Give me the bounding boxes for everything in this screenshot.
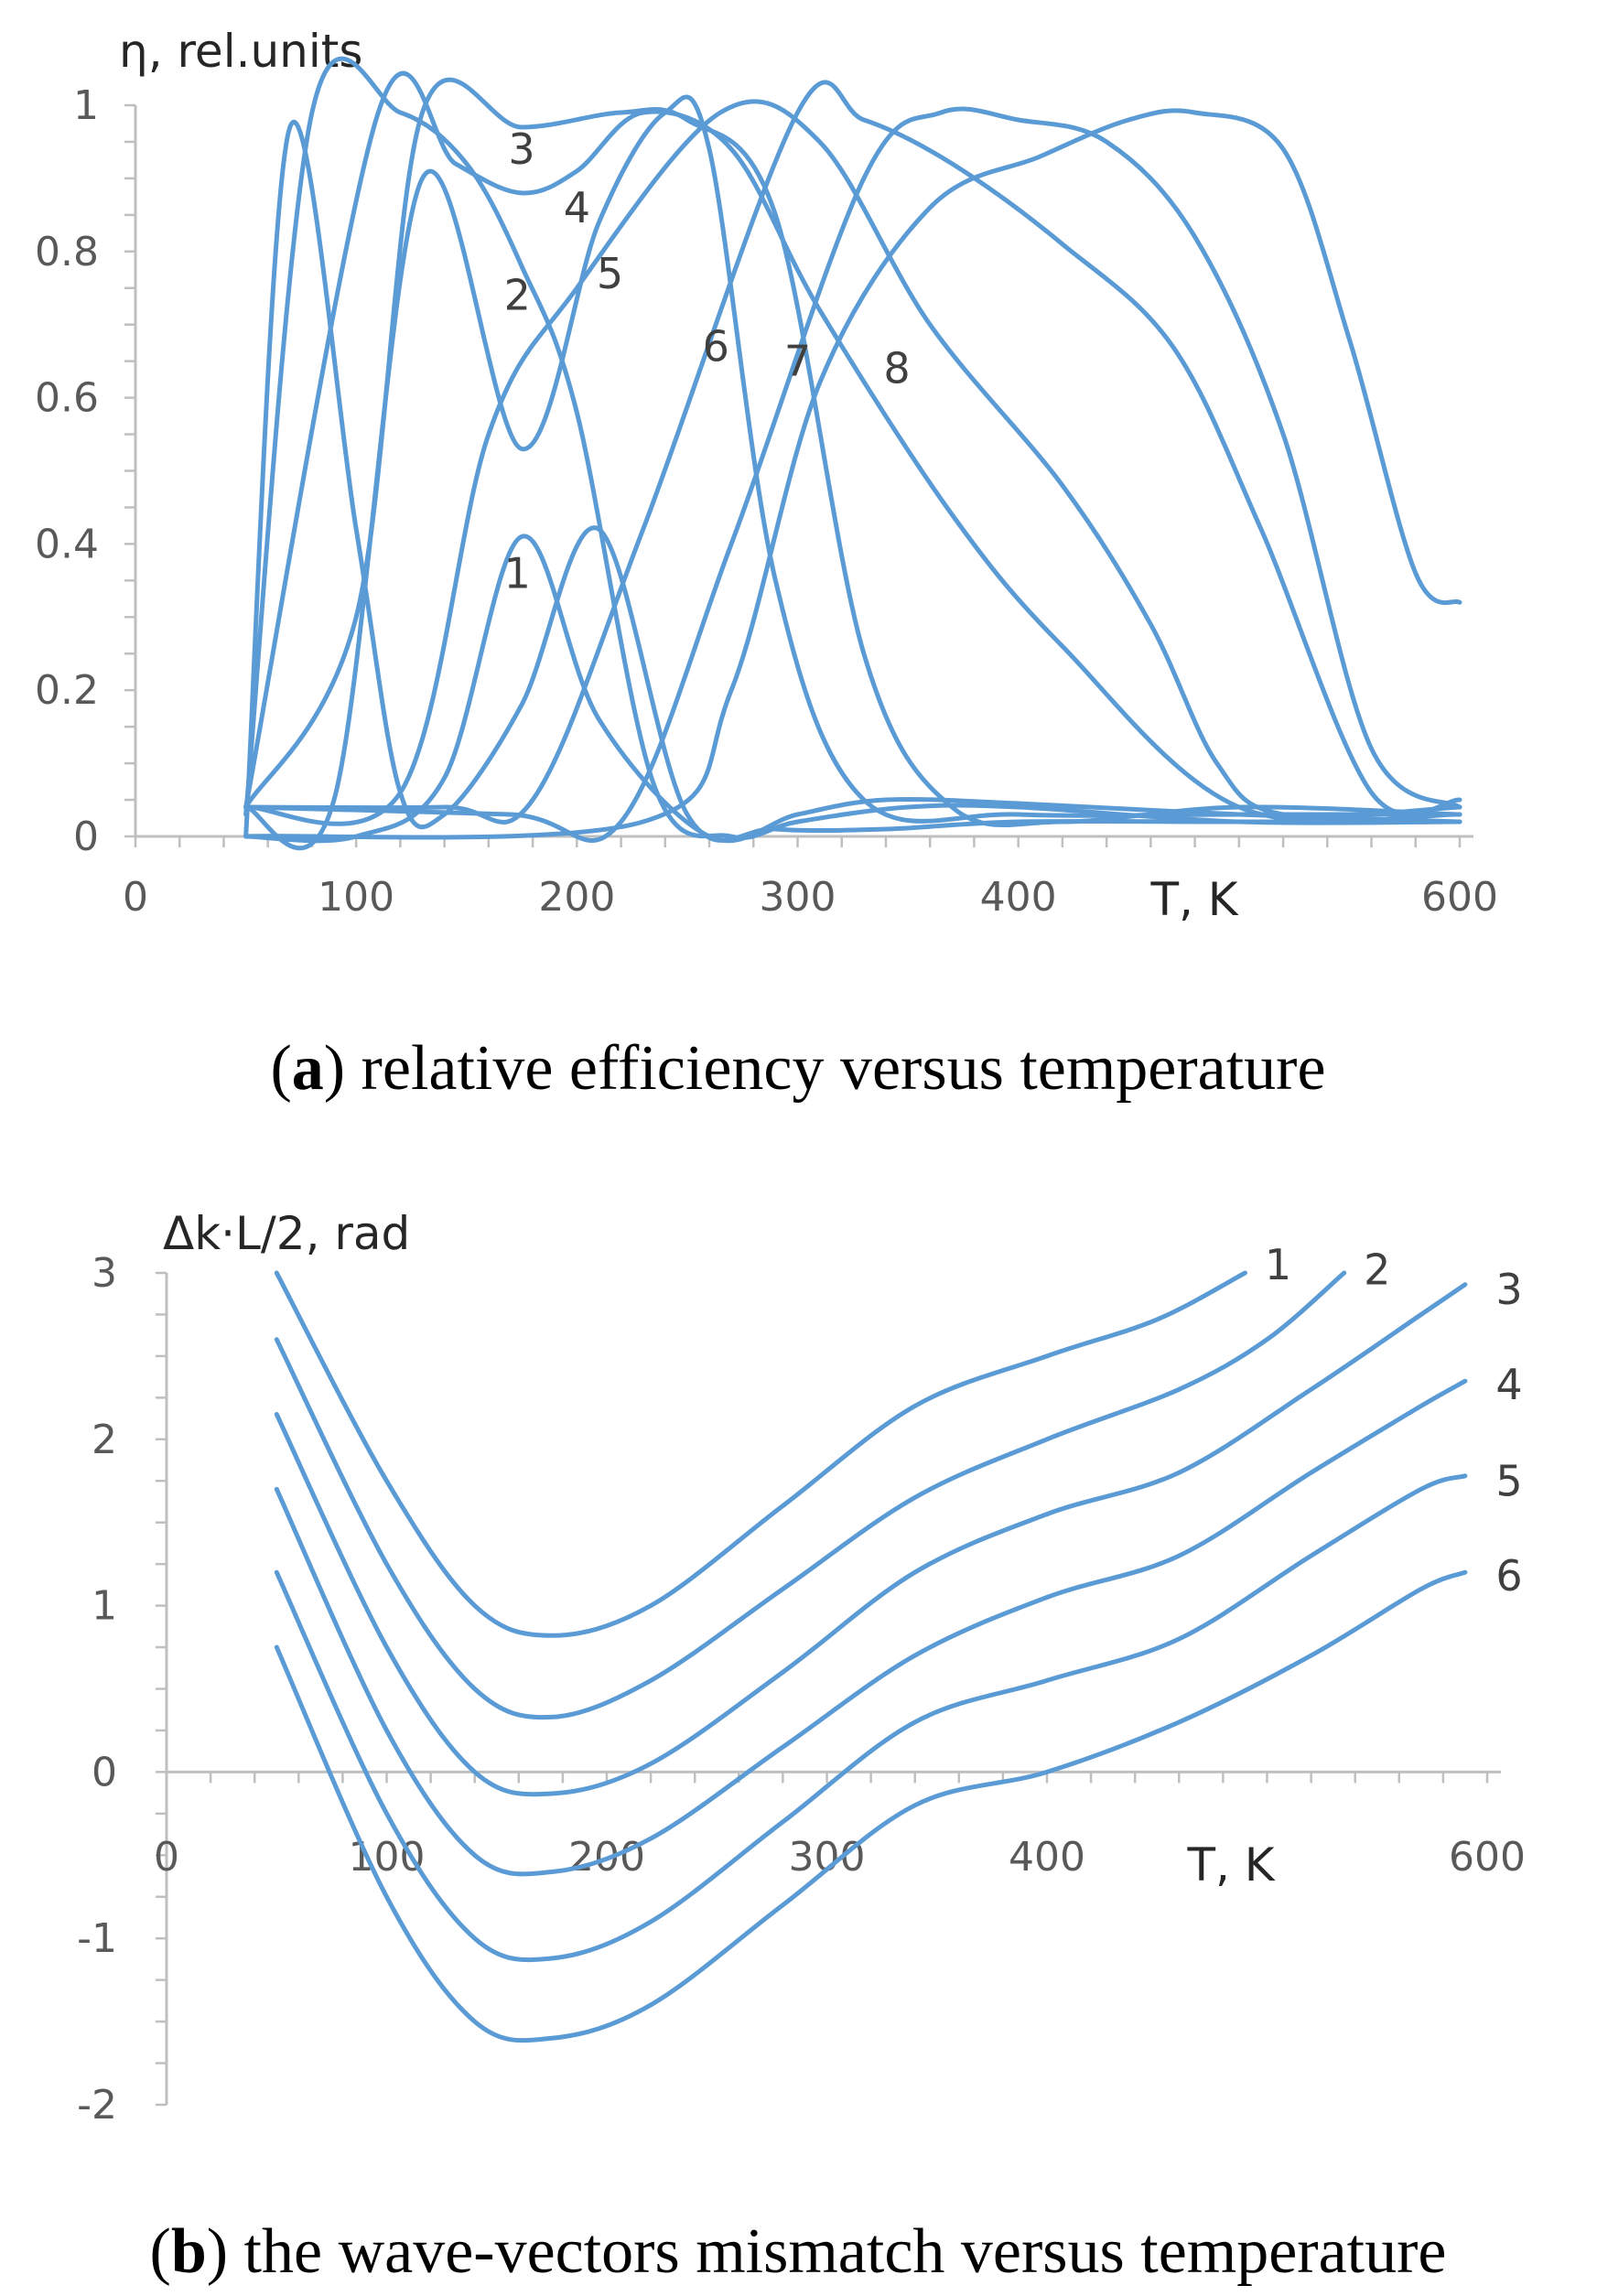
series-line-2-b (243, 94, 1462, 851)
caption-open-paren: ( (150, 2216, 171, 2287)
chart-a-relative-efficiency: 0 100 200 300 400 600 0 0.2 0.4 0.6 0.8 1 η, rel.uni… (35, 25, 1498, 1104)
series-line-1-b (243, 120, 1462, 843)
x-axis-title: T, K (1149, 873, 1238, 926)
y-tick-label: 1 (92, 1583, 117, 1630)
y-tick-label: 0.4 (35, 521, 99, 567)
figure-caption: (a) relative efficiency versus temperatu… (270, 1033, 1325, 1104)
series-line-3 (274, 1282, 1468, 1797)
curve-label-3: 3 (1495, 1265, 1522, 1314)
x-tick-label: 600 (1449, 1834, 1526, 1881)
x-tick-label: 0 (154, 1834, 179, 1881)
x-tick-label: 600 (1421, 874, 1498, 921)
caption-letter: b (171, 2216, 207, 2287)
y-tick-label: 1 (73, 82, 99, 129)
y-axis-title: η, rel.units (119, 25, 362, 78)
y-axis-title: Δk·L/2, rad (163, 1207, 410, 1260)
y-tick-label: -1 (77, 1915, 117, 1962)
x-axis-title: T, K (1186, 1838, 1275, 1892)
curve-label-2: 2 (1364, 1245, 1390, 1294)
y-tick-label: 0.6 (35, 375, 99, 422)
figure-caption: (b) the wave-vectors mismatch versus tem… (150, 2216, 1447, 2287)
y-tick-label: 0.8 (35, 229, 99, 275)
x-tick-label: 300 (760, 874, 836, 921)
series-line-2 (243, 56, 1462, 840)
x-tick-label: 400 (1009, 1834, 1085, 1881)
curve-label-4: 4 (564, 183, 590, 232)
series-line-2 (274, 1270, 1347, 1720)
y-tick-label: -2 (77, 2082, 117, 2129)
caption-open-paren: ( (270, 1033, 291, 1104)
series-line-6 (243, 80, 1462, 825)
curve-label-5: 5 (1495, 1456, 1522, 1505)
y-tick-label: 2 (92, 1417, 117, 1463)
y-tick-label: 3 (92, 1250, 117, 1297)
series-line-6 (274, 1569, 1468, 2043)
curve-label-5: 5 (597, 249, 623, 298)
x-tick-label: 300 (789, 1834, 866, 1881)
x-tick-label: 200 (538, 874, 615, 921)
series-line-8 (243, 108, 1462, 840)
x-tick-label: 400 (980, 874, 1057, 921)
curve-label-3: 3 (508, 124, 534, 174)
curve-label-7: 7 (784, 337, 811, 386)
series-line-1 (274, 1270, 1247, 1638)
series-line-5 (243, 99, 1462, 826)
curve-label-6: 6 (1495, 1551, 1522, 1601)
caption-letter: a (292, 1033, 324, 1104)
series-line-5 (274, 1473, 1468, 1963)
curve-label-2: 2 (504, 271, 531, 320)
x-tick-label: 0 (123, 874, 148, 921)
curve-label-1: 1 (504, 548, 531, 598)
curve-label-4: 4 (1495, 1360, 1522, 1409)
y-tick-label: 0 (92, 1749, 117, 1795)
x-tick-label: 100 (318, 874, 394, 921)
series-line-4 (274, 1378, 1468, 1877)
series-line-1 (243, 534, 1462, 844)
curve-label-1: 1 (1265, 1240, 1291, 1289)
y-tick-label: 0 (73, 814, 99, 860)
caption-text: ) the wave-vectors mismatch versus tempe… (207, 2216, 1447, 2287)
caption-text: ) relative efficiency versus temperature (324, 1033, 1326, 1104)
y-tick-label: 0.2 (35, 667, 99, 714)
curve-label-8: 8 (883, 344, 910, 393)
curve-label-6: 6 (703, 322, 729, 372)
series-line-7 (243, 106, 1462, 843)
series-line-3 (243, 77, 1462, 828)
